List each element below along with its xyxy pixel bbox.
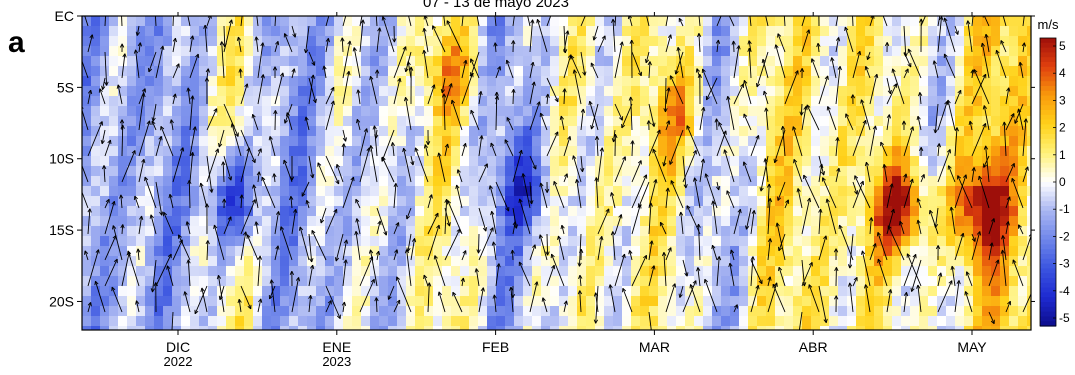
y-tick-label: 20S [49,293,74,309]
colorbar-tick-label: 5 [1059,39,1066,53]
x-tick-label: ENE [322,339,351,355]
y-tick-label: EC [55,8,74,24]
chart-title: 07 - 13 de mayo 2023 [423,0,569,11]
colorbar-tick-label: 3 [1059,93,1066,107]
colorbar-tick-label: 0 [1059,175,1066,189]
x-tick-label: ABR [799,339,828,355]
x-tick-label: MAR [639,339,670,355]
colorbar-tick-label: -2 [1059,229,1070,243]
colorbar-unit: m/s [1038,17,1059,32]
colorbar-tick-label: -5 [1059,311,1070,325]
x-tick-label: DIC [166,339,190,355]
heatmap-field [82,16,1037,337]
x-tick-label: MAY [957,339,987,355]
colorbar-tick-label: 2 [1059,121,1066,135]
colorbar-tick-label: 4 [1059,66,1066,80]
colorbar: 5 4 3 2 1 0 -1 -2 -3 -4 -5 [1040,38,1070,327]
y-tick-label: 15S [49,222,74,238]
panel-letter: a [8,26,25,60]
x-tick-year: 2023 [322,354,351,369]
x-tick-year: 2022 [164,354,193,369]
colorbar-tick-label: -3 [1059,257,1070,271]
colorbar-tick-label: 1 [1059,148,1066,162]
y-tick-label: 5S [57,79,74,95]
colorbar-tick-label: -1 [1059,202,1070,216]
colorbar-tick-label: -4 [1059,284,1070,298]
y-tick-label: 10S [49,151,74,167]
x-tick-label: FEB [482,339,509,355]
